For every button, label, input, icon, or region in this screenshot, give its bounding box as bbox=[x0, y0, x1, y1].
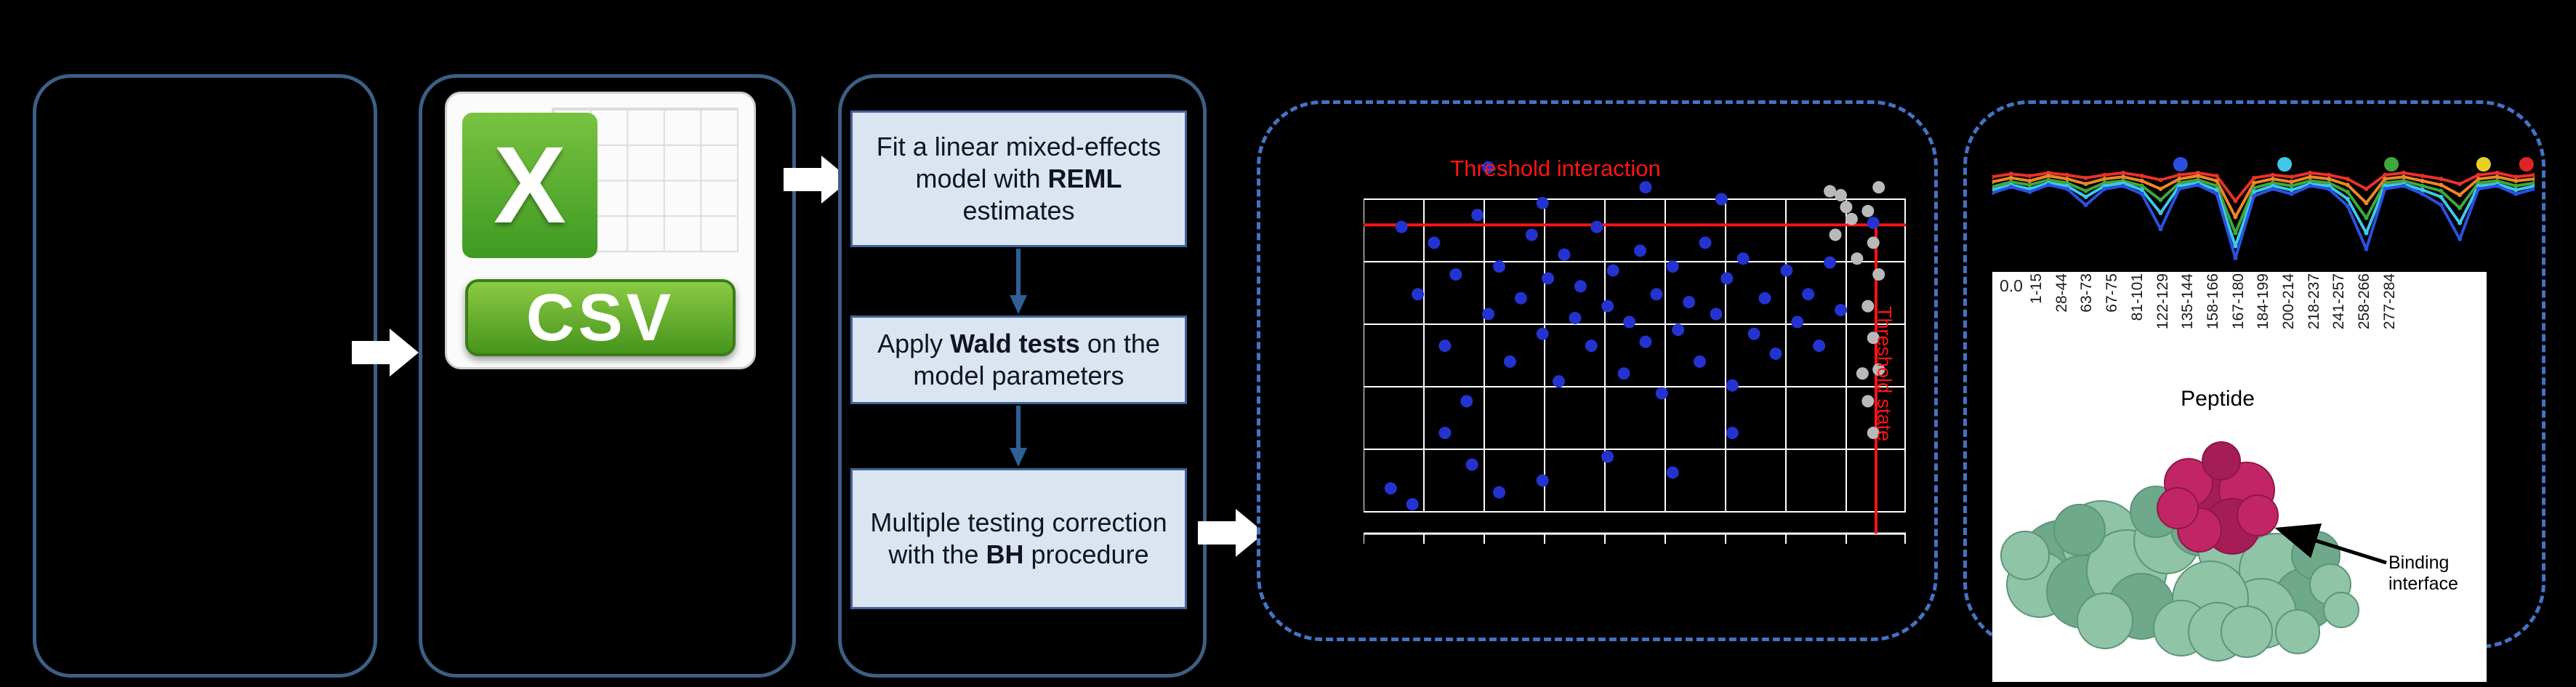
method-step-2: Apply Wald tests on the model parameters bbox=[850, 316, 1187, 404]
peptide-tick-label: 28-44 bbox=[2053, 273, 2070, 313]
csv-file-card: X CSV bbox=[445, 92, 756, 369]
peptide-result-card: 0.0 1-15 28-44 63-73 67-75 81-101 122-129 135-… bbox=[1992, 272, 2487, 682]
csv-banner-label: CSV bbox=[465, 279, 736, 356]
step-connector-arrow-2 bbox=[1004, 406, 1033, 467]
flow-arrow-right-3 bbox=[1198, 509, 1265, 557]
peptide-tick-label: 277-284 bbox=[2380, 273, 2398, 330]
significance-scatter-plot: Threshold interaction Threshold state bbox=[1363, 156, 1906, 552]
step-connector-arrow-1 bbox=[1004, 249, 1033, 314]
peptide-tick-label: 218-237 bbox=[2305, 273, 2322, 330]
method-step-3: Multiple testing correction with the BH … bbox=[850, 468, 1187, 609]
right-arrow-icon bbox=[1198, 509, 1265, 557]
method-step-2-text: Apply Wald tests on the model parameters bbox=[867, 328, 1170, 392]
method-step-1: Fit a linear mixed-effects model with RE… bbox=[850, 111, 1187, 247]
input-panel bbox=[33, 74, 377, 678]
flow-arrow-right-2 bbox=[784, 156, 850, 204]
peptide-tick-label: 63-73 bbox=[2078, 273, 2096, 313]
y-axis-tick-label: 0.0 bbox=[2000, 276, 2023, 295]
down-arrow-icon bbox=[1010, 406, 1027, 467]
threshold-interaction-label: Threshold interaction bbox=[1450, 156, 1661, 181]
flow-arrow-right-1 bbox=[352, 329, 419, 377]
peptide-tick-label: 184-199 bbox=[2255, 273, 2272, 330]
peptide-tick-label: 135-144 bbox=[2179, 273, 2197, 330]
peptide-tick-label: 167-180 bbox=[2229, 273, 2247, 330]
peptide-tick-label: 258-266 bbox=[2356, 273, 2373, 330]
threshold-state-label: Threshold state bbox=[1873, 305, 1896, 442]
uptake-chart bbox=[1990, 157, 2537, 261]
method-step-3-text: Multiple testing correction with the BH … bbox=[867, 507, 1170, 571]
down-arrow-icon bbox=[1010, 249, 1027, 314]
step-1-pre: Fit a linear mixed-effects model with bbox=[876, 132, 1162, 194]
peptide-axis-title: Peptide bbox=[2181, 387, 2255, 411]
peptide-tick-label: 158-166 bbox=[2204, 273, 2221, 330]
binding-interface-label: Binding interface bbox=[2388, 553, 2484, 595]
step-2-bold: Wald tests bbox=[950, 329, 1080, 359]
protein-structure-image bbox=[2000, 441, 2387, 662]
peptide-tick-label: 241-257 bbox=[2330, 273, 2348, 330]
right-arrow-icon bbox=[784, 156, 850, 204]
scatter-chart bbox=[1363, 161, 1906, 544]
excel-x-logo: X bbox=[462, 113, 597, 258]
method-step-1-text: Fit a linear mixed-effects model with RE… bbox=[867, 131, 1170, 227]
peptide-tick-label: 200-214 bbox=[2280, 273, 2297, 330]
step-1-bold: REML bbox=[1047, 164, 1122, 194]
peptide-tick-label: 122-129 bbox=[2154, 273, 2171, 330]
peptide-tick-label: 67-75 bbox=[2104, 273, 2121, 313]
csv-file-icon: X CSV bbox=[445, 92, 756, 369]
step-3-post: procedure bbox=[1023, 539, 1149, 569]
step-2-pre: Apply bbox=[877, 329, 951, 359]
step-3-pre: Multiple testing correction with the bbox=[870, 507, 1167, 569]
step-3-bold: BH bbox=[986, 539, 1024, 569]
step-2-post: on the model parameters bbox=[913, 329, 1160, 390]
peptide-tick-label: 1-15 bbox=[2028, 273, 2045, 305]
step-1-post: estimates bbox=[962, 195, 1075, 225]
binding-label-line2: interface bbox=[2388, 573, 2458, 594]
uptake-line-chart bbox=[1990, 154, 2537, 272]
right-arrow-icon bbox=[352, 329, 419, 377]
binding-label-line1: Binding bbox=[2388, 553, 2450, 573]
peptide-tick-label: 81-101 bbox=[2128, 273, 2146, 321]
